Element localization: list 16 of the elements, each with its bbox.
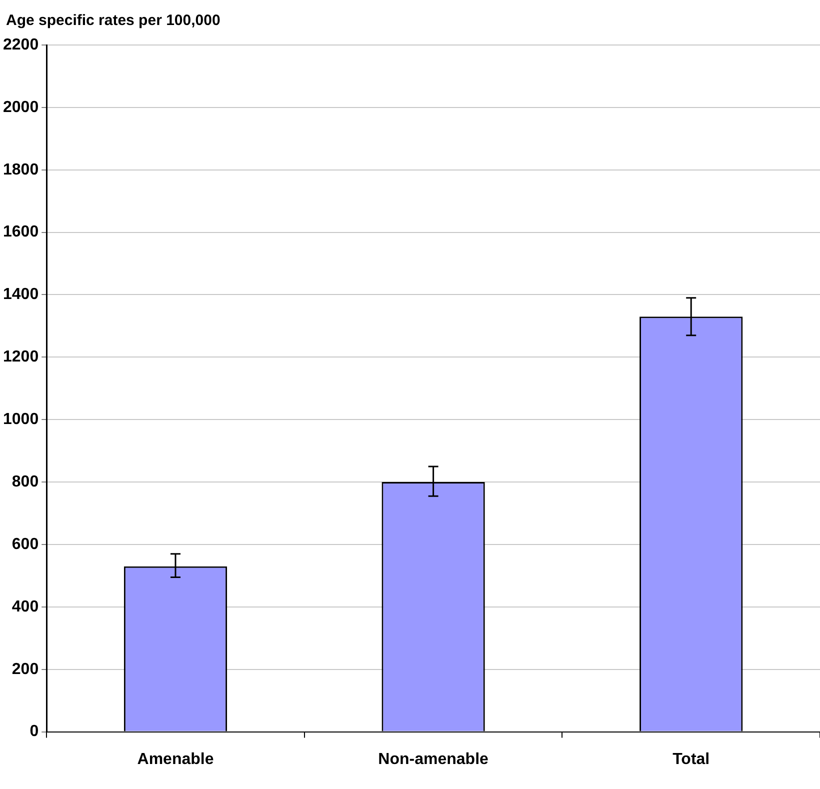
y-tick-label: 2200	[3, 36, 39, 54]
x-tick-label: Total	[672, 750, 710, 768]
y-tick-label: 1400	[3, 286, 39, 304]
y-tick-label: 2000	[3, 98, 39, 116]
y-tick-label: 600	[12, 536, 39, 553]
y-tick-label: 1600	[3, 224, 39, 241]
y-tick-label: 0	[30, 723, 39, 740]
y-tick-label: 800	[12, 473, 39, 490]
y-tick-label: 1800	[3, 161, 39, 178]
x-tick-label: Amenable	[137, 750, 214, 768]
y-tick-label: 200	[12, 660, 39, 678]
y-tick-label: 1000	[3, 411, 39, 428]
y-tick-label: 1200	[3, 348, 39, 366]
y-axis-title: Age specific rates per 100,000	[6, 12, 220, 29]
y-tick-label: 400	[12, 598, 39, 616]
x-tick-label: Non-amenable	[378, 750, 489, 768]
